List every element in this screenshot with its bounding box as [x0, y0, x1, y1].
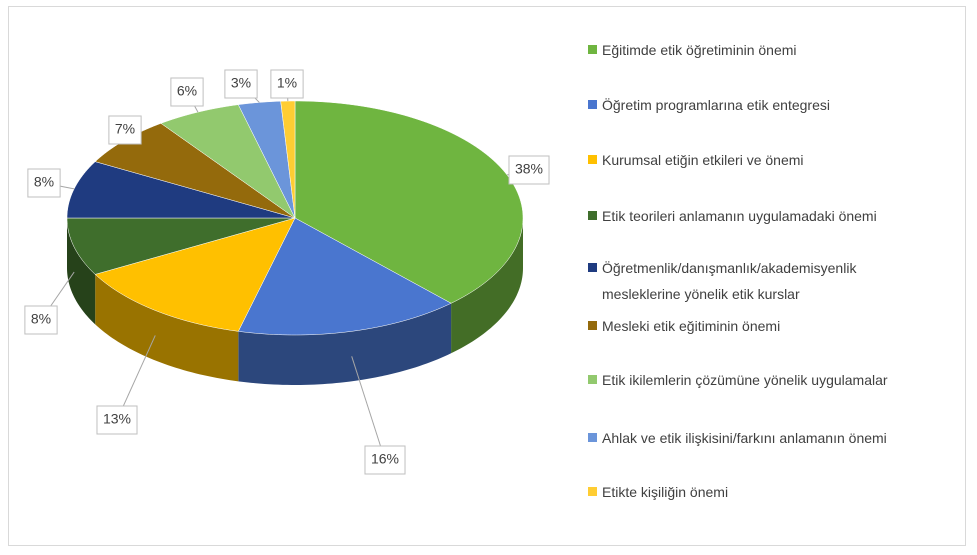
- data-label-box: [508, 155, 550, 185]
- legend-label: Ahlak ve etik ilişkisini/farkını anlaman…: [602, 430, 887, 446]
- slice: [237, 217, 452, 336]
- legend-label: Eğitimde etik öğretiminin önemi: [602, 42, 797, 58]
- legend-label: Öğretim programlarına etik entegresi: [602, 97, 830, 113]
- data-label: 3%: [231, 75, 251, 91]
- legend-label: Etik teorileri anlamanın uygulamadaki ön…: [602, 208, 877, 224]
- legend-swatch: [588, 155, 597, 164]
- data-label: 6%: [177, 83, 197, 99]
- data-label: 7%: [115, 121, 135, 137]
- legend-swatch: [588, 487, 597, 496]
- legend-swatch: [588, 321, 597, 330]
- legend-item: Öğretmenlik/danışmanlık/akademisyenlik m…: [588, 255, 932, 307]
- legend-swatch: [588, 375, 597, 384]
- data-label: 8%: [34, 174, 54, 190]
- slice: [160, 104, 296, 219]
- legend-item: Öğretim programlarına etik entegresi: [588, 92, 977, 118]
- legend-item: Mesleki etik eğitiminin önemi: [588, 313, 977, 339]
- legend-label: Kurumsal etiğin etkileri ve önemi: [602, 152, 804, 168]
- legend-swatch: [588, 100, 597, 109]
- data-label-box: [96, 405, 138, 435]
- legend-swatch: [588, 263, 597, 272]
- legend-label: Öğretmenlik/danışmanlık/akademisyenlik m…: [602, 260, 857, 302]
- data-label-box: [270, 69, 304, 99]
- data-label: 13%: [103, 411, 131, 427]
- legend-swatch: [588, 45, 597, 54]
- data-label-box: [108, 115, 142, 145]
- slice-side: [238, 303, 452, 385]
- data-label: 38%: [515, 161, 543, 177]
- chart-frame: [8, 6, 966, 546]
- slice-side: [67, 218, 96, 325]
- legend-item: Eğitimde etik öğretiminin önemi: [588, 37, 977, 63]
- legend-swatch: [588, 433, 597, 442]
- slice: [280, 100, 296, 219]
- legend-label: Mesleki etik eğitiminin önemi: [602, 318, 781, 334]
- legend-swatch: [588, 211, 597, 220]
- data-label-box: [170, 77, 204, 107]
- data-label: 1%: [277, 75, 297, 91]
- slice: [94, 217, 296, 332]
- legend-item: Kurumsal etiğin etkileri ve önemi: [588, 147, 977, 173]
- slice-side: [451, 218, 523, 354]
- data-label-box: [224, 69, 258, 99]
- data-label-box: [364, 445, 406, 475]
- data-label: 8%: [31, 311, 51, 327]
- legend-item: Etik ikilemlerin çözümüne yönelik uygula…: [588, 367, 902, 393]
- leader-line: [351, 356, 386, 461]
- legend-item: Etikte kişiliğin önemi: [588, 479, 977, 505]
- slice: [66, 217, 296, 275]
- data-label-box: [24, 305, 58, 335]
- data-label-box: [27, 168, 61, 198]
- legend-label: Etik ikilemlerin çözümüne yönelik uygula…: [602, 372, 888, 388]
- data-label: 16%: [371, 451, 399, 467]
- legend-label: Etikte kişiliğin önemi: [602, 484, 729, 500]
- legend-item: Etik teorileri anlamanın uygulamadaki ön…: [588, 203, 977, 229]
- slice-side: [95, 274, 239, 382]
- legend-item: Ahlak ve etik ilişkisini/farkını anlaman…: [588, 425, 912, 451]
